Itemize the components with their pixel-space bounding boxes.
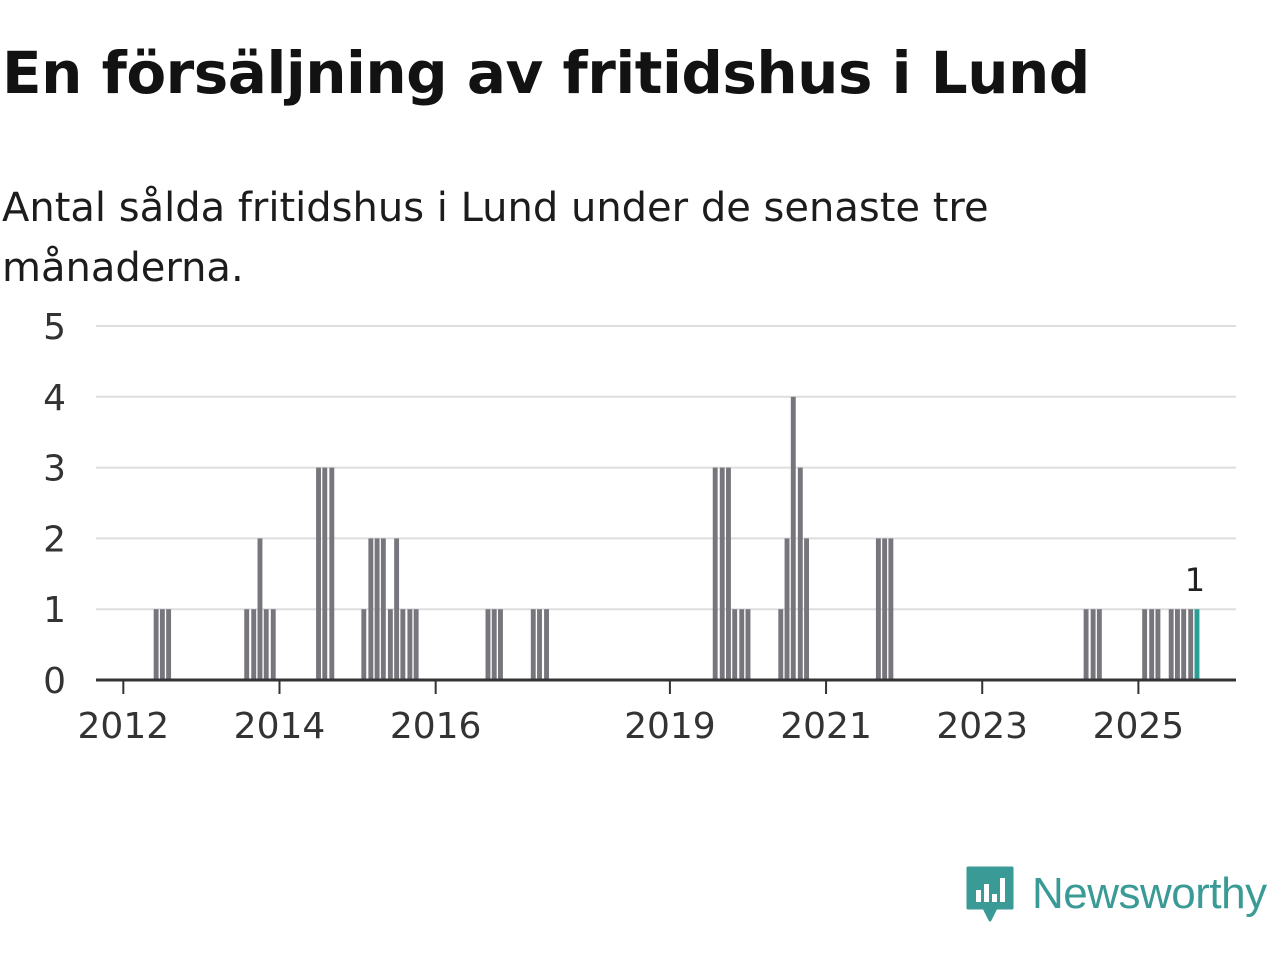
gridlines [96,325,1236,611]
x-tick-label-2014: 2014 [234,706,326,747]
bar-13 [374,538,380,680]
bar-6 [263,609,269,680]
y-tick-label-3: 3 [43,449,66,490]
x-tick-label-2023: 2023 [936,706,1028,747]
bar-47 [1174,609,1180,680]
brand-logo: Newsworthy [964,864,1267,924]
bar-20 [485,609,491,680]
bar-23 [530,609,536,680]
bar-28 [726,467,731,680]
bar-10 [329,467,335,680]
chart-subtitle: Antal sålda fritidshus i Lund under de s… [2,185,989,291]
y-tick-label-4: 4 [43,378,66,419]
bar-49 [1188,609,1194,680]
bar-12 [368,538,374,680]
bar-36 [804,538,809,680]
bar-9 [322,467,328,680]
bar-14 [380,538,386,680]
bar-24 [537,609,542,680]
data-labels: 1 [1185,561,1205,599]
bar-41 [1090,609,1096,680]
bar-29 [732,609,738,680]
bar-30 [739,609,745,680]
bar-50 [1194,609,1200,680]
bar-48 [1181,609,1187,680]
y-tick-label-0: 0 [43,661,66,702]
bar-27 [719,467,725,680]
bar-46 [1168,609,1174,680]
bar-11 [361,609,367,680]
bar-32 [778,609,784,680]
bar-3 [244,609,250,680]
bar-35 [797,467,803,680]
y-axis-ticks: 0 1 2 3 4 5 [43,307,66,702]
brand-name: Newsworthy [1032,869,1267,918]
x-tick-label-2019: 2019 [624,706,716,747]
x-tick-label-2016: 2016 [390,706,482,747]
bar-31 [745,609,751,680]
bar-26 [712,467,718,680]
bar-15 [387,609,393,680]
chart-title: En försäljning av fritidshus i Lund [2,39,1090,107]
bar-39 [888,538,894,680]
y-tick-label-1: 1 [43,590,66,631]
bar-22 [498,609,503,680]
bar-43 [1142,609,1148,680]
x-tick-label-2021: 2021 [780,706,872,747]
bar-19 [413,609,419,680]
data-label-latest: 1 [1185,561,1205,599]
bar-17 [400,609,406,680]
x-tick-label-2012: 2012 [78,706,170,747]
bars [153,396,1200,680]
x-tick-label-2025: 2025 [1093,706,1185,747]
y-tick-label-2: 2 [43,519,66,560]
bar-2 [166,609,172,680]
bar-chart: 0 1 2 3 4 5 2012 2014 2016 2019 2021 2023 2025 1 [43,307,1236,747]
bar-8 [316,467,321,680]
newsworthy-logo-icon [966,866,1014,922]
bar-45 [1155,609,1161,680]
y-tick-label-5: 5 [43,307,66,348]
x-axis-ticks: 2012 2014 2016 2019 2021 2023 2025 [78,680,1185,747]
bar-25 [544,609,549,680]
bar-4 [251,609,257,680]
bar-44 [1149,609,1155,680]
bar-1 [159,609,165,680]
bar-16 [394,538,400,680]
bar-34 [790,396,796,680]
bar-38 [882,538,888,680]
bar-7 [270,609,276,680]
bar-18 [407,609,413,680]
bar-33 [784,538,790,680]
bar-0 [153,609,159,680]
bar-37 [875,538,881,680]
bar-42 [1096,609,1102,680]
bar-5 [257,538,263,680]
bar-40 [1083,609,1089,680]
bar-21 [491,609,497,680]
